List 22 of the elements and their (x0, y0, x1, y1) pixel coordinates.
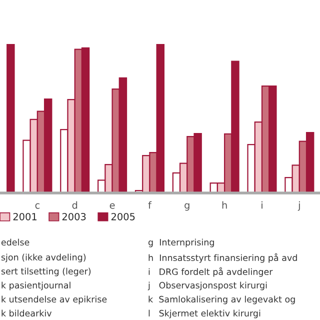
text: h Innsatsstyrt finansiering på avd (148, 253, 297, 263)
x-tick-label: d (72, 201, 78, 209)
legend-label: 2003 (62, 212, 86, 220)
text: sert tilsetting (leger) (1, 268, 91, 276)
x-tick-label: g (184, 203, 190, 211)
x-tick-label: f (148, 201, 152, 209)
text: k pasientjournal (2, 282, 70, 290)
text: k utsendelse av epikrise (2, 296, 107, 304)
text: l Skjermet elektiv kirurgi (148, 310, 260, 318)
x-tick-label: h (222, 201, 227, 209)
x-tick-label: j (298, 201, 300, 211)
legend-label: 2001 (13, 212, 36, 220)
text: i DRG fordelt på avdelinger (148, 267, 273, 277)
text: k bildearkiv (2, 310, 52, 317)
text: sjon (ikke avdeling) (1, 254, 86, 262)
text: g Internprising (148, 238, 214, 248)
legend-label: 2005 (111, 212, 135, 220)
x-tick-label: c (35, 203, 40, 209)
text: k Samlokalisering av legevakt og (148, 296, 295, 304)
text: j Observasjonspost kirurgi (148, 282, 267, 290)
text: edelse (1, 238, 30, 246)
x-tick-label: e (110, 203, 115, 209)
